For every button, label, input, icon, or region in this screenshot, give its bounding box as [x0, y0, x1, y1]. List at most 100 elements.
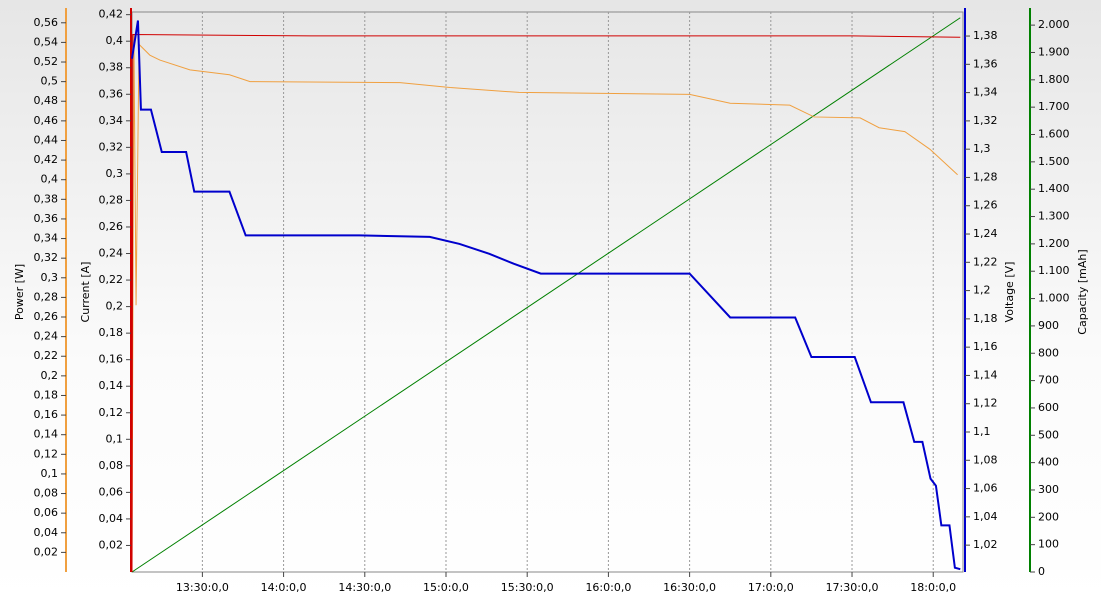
x-tick-label: 16:0:0,0	[585, 581, 631, 594]
y-tick-label: 100	[1038, 538, 1059, 551]
y-tick-label: 0,38	[99, 61, 124, 74]
x-tick-label: 17:30:0,0	[826, 581, 879, 594]
y-tick-label: 0,02	[34, 545, 59, 558]
y-tick-label: 1,12	[973, 397, 998, 410]
y-tick-label: 0,18	[99, 326, 124, 339]
y-tick-label: 0,42	[34, 153, 59, 166]
axis-title: Capacity [mAh]	[1076, 249, 1089, 334]
y-tick-label: 1.700	[1038, 100, 1070, 113]
y-tick-label: 1,22	[973, 255, 998, 268]
y-tick-label: 0,1	[106, 432, 124, 445]
y-tick-label: 0,4	[41, 173, 59, 186]
x-tick-label: 13:30:0,0	[176, 581, 229, 594]
y-tick-label: 1,08	[973, 453, 998, 466]
series-line	[131, 17, 961, 573]
axis-title: Current [A]	[79, 262, 92, 323]
y-tick-label: 0,5	[41, 75, 59, 88]
y-tick-label: 800	[1038, 346, 1059, 359]
y-tick-label: 500	[1038, 428, 1059, 441]
y-tick-label: 1,26	[973, 199, 998, 212]
y-tick-label: 0,26	[99, 220, 124, 233]
y-tick-label: 0,16	[99, 353, 124, 366]
axis-title: Power [W]	[13, 264, 26, 320]
y-tick-label: 0,32	[99, 140, 124, 153]
y-tick-label: 0	[1038, 565, 1045, 578]
y-tick-label: 1,38	[973, 29, 998, 42]
y-tick-label: 0,1	[41, 467, 59, 480]
y-tick-label: 1.200	[1038, 237, 1070, 250]
y-tick-label: 1,1	[973, 425, 991, 438]
y-tick-label: 0,14	[34, 428, 59, 441]
y-tick-label: 1,3	[973, 142, 991, 155]
y-tick-label: 0,22	[99, 273, 124, 286]
y-tick-label: 0,48	[34, 94, 59, 107]
y-tick-label: 0,04	[99, 512, 124, 525]
x-tick-label: 18:0:0,0	[910, 581, 956, 594]
y-tick-label: 1.900	[1038, 45, 1070, 58]
y-tick-label: 0,36	[34, 212, 59, 225]
y-tick-label: 1.800	[1038, 73, 1070, 86]
y-tick-label: 1.100	[1038, 264, 1070, 277]
y-tick-label: 0,28	[99, 193, 124, 206]
y-tick-label: 1,28	[973, 170, 998, 183]
series-line	[131, 20, 961, 571]
y-tick-label: 0,2	[106, 300, 124, 313]
y-tick-label: 700	[1038, 374, 1059, 387]
y-tick-label: 0,34	[34, 232, 59, 245]
y-tick-label: 0,22	[34, 349, 59, 362]
y-tick-label: 1,2	[973, 284, 991, 297]
x-tick-label: 16:30:0,0	[663, 581, 716, 594]
y-tick-label: 0,56	[34, 16, 59, 29]
y-tick-label: 0,14	[99, 379, 124, 392]
y-tick-label: 0,2	[41, 369, 59, 382]
y-tick-label: 0,34	[99, 114, 124, 127]
y-tick-label: 1,02	[973, 538, 998, 551]
x-tick-label: 15:30:0,0	[501, 581, 554, 594]
y-tick-label: 0,18	[34, 388, 59, 401]
y-tick-label: 1,18	[973, 312, 998, 325]
y-tick-label: 0,32	[34, 251, 59, 264]
series-line	[131, 34, 961, 573]
y-tick-label: 0,02	[99, 538, 124, 551]
x-tick-label: 14:30:0,0	[338, 581, 391, 594]
x-tick-label: 17:0:0,0	[748, 581, 794, 594]
y-tick-label: 0,06	[34, 506, 59, 519]
y-tick-label: 1.500	[1038, 155, 1070, 168]
axis-title: Voltage [V]	[1003, 262, 1016, 323]
y-tick-label: 0,3	[106, 167, 124, 180]
y-tick-label: 0,3	[41, 271, 59, 284]
y-tick-label: 0,4	[106, 34, 124, 47]
y-tick-label: 1,06	[973, 482, 998, 495]
y-tick-label: 0,46	[34, 114, 59, 127]
y-tick-label: 0,52	[34, 55, 59, 68]
y-tick-label: 0,08	[99, 459, 124, 472]
y-tick-label: 0,38	[34, 192, 59, 205]
y-tick-label: 0,12	[99, 406, 124, 419]
x-tick-label: 15:0:0,0	[423, 581, 469, 594]
y-tick-label: 1,16	[973, 340, 998, 353]
y-tick-label: 400	[1038, 456, 1059, 469]
y-tick-label: 300	[1038, 483, 1059, 496]
y-tick-label: 1,14	[973, 368, 998, 381]
y-tick-label: 1,36	[973, 57, 998, 70]
y-tick-label: 0,24	[99, 247, 124, 260]
y-tick-label: 0,28	[34, 290, 59, 303]
y-tick-label: 0,44	[34, 133, 59, 146]
y-tick-label: 900	[1038, 319, 1059, 332]
y-tick-label: 0,06	[99, 485, 124, 498]
y-tick-label: 0,42	[99, 8, 124, 21]
y-tick-label: 1.600	[1038, 128, 1070, 141]
y-tick-label: 1,24	[973, 227, 998, 240]
y-tick-label: 1.000	[1038, 292, 1070, 305]
y-tick-label: 1,04	[973, 510, 998, 523]
y-tick-label: 1.300	[1038, 210, 1070, 223]
y-tick-label: 0,26	[34, 310, 59, 323]
y-tick-label: 0,16	[34, 408, 59, 421]
y-tick-label: 0,36	[99, 87, 124, 100]
y-tick-label: 0,08	[34, 487, 59, 500]
y-tick-label: 1,34	[973, 86, 998, 99]
y-tick-label: 2.000	[1038, 18, 1070, 31]
y-tick-label: 200	[1038, 510, 1059, 523]
